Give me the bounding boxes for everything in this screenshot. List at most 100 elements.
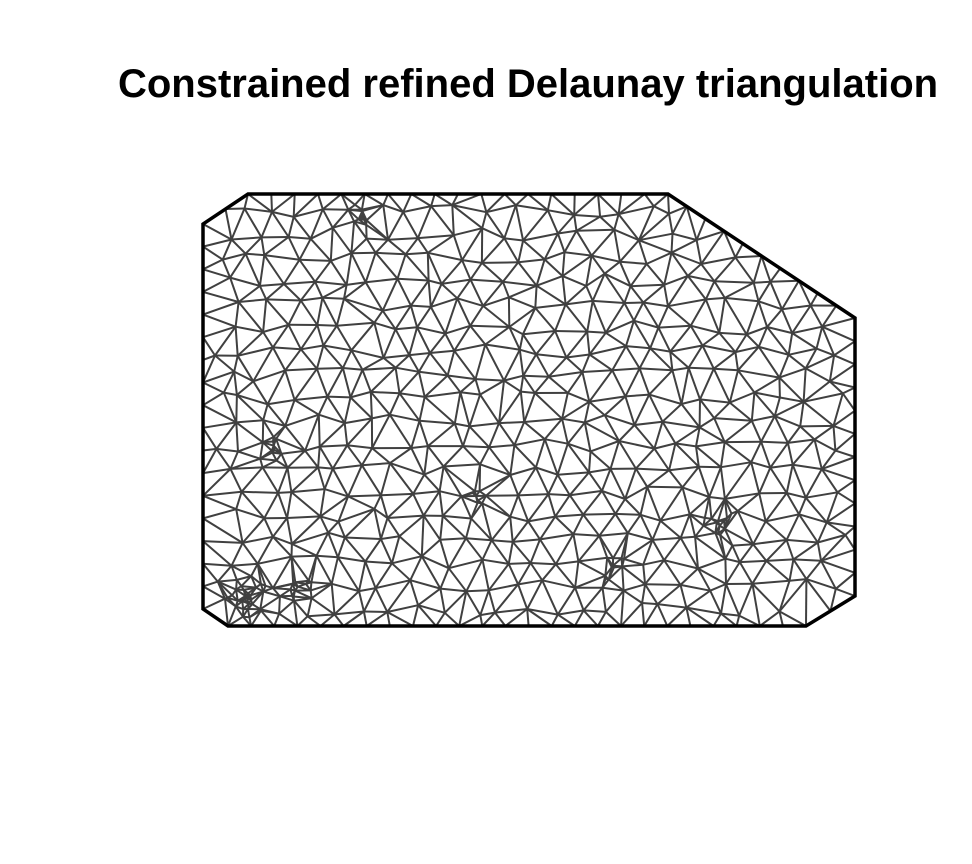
mesh-edge [235, 325, 264, 333]
mesh-edge [362, 366, 396, 371]
mesh-edge [667, 193, 670, 214]
mesh-edge [374, 562, 393, 589]
mesh-edge [764, 492, 788, 522]
mesh-edge [266, 369, 287, 405]
mesh-edge [519, 375, 525, 392]
mesh-edge [809, 292, 819, 306]
mesh-edge [645, 583, 681, 586]
mesh-edge [590, 255, 606, 275]
mesh-edge [769, 281, 783, 310]
mesh-edge [714, 525, 721, 534]
figure-title: Constrained refined Delaunay triangulati… [117, 62, 939, 106]
mesh-edge [813, 439, 823, 470]
mesh-edge [234, 301, 240, 327]
mesh-edge [482, 558, 509, 565]
mesh-edge [222, 252, 246, 261]
mesh-edge [641, 602, 646, 627]
mesh-edge [695, 427, 701, 447]
mesh-edge [494, 611, 507, 627]
mesh-edge [202, 238, 232, 248]
mesh-edge [556, 474, 571, 496]
mesh-edge [346, 444, 363, 466]
mesh-edge [787, 332, 794, 355]
mesh-edge [535, 353, 550, 378]
mesh-edge [488, 446, 512, 476]
mesh-edge [479, 463, 511, 476]
mesh-edge [787, 438, 815, 444]
mesh-edge [305, 580, 310, 585]
mesh-edge [638, 368, 651, 395]
mesh-edge [412, 474, 426, 495]
mesh-edge [561, 392, 569, 420]
mesh-edge [470, 517, 493, 541]
mesh-edge [554, 515, 575, 535]
mesh-edge [738, 561, 754, 585]
mesh-edge [785, 464, 794, 494]
mesh-edge [785, 539, 795, 560]
mesh-edge [821, 325, 856, 343]
mesh-edge [298, 238, 312, 261]
mesh-edge [202, 245, 224, 261]
mesh-edge [340, 193, 356, 206]
mesh-edge [586, 300, 594, 332]
mesh-edge [272, 556, 293, 589]
mesh-edge [514, 205, 525, 241]
mesh-edge [652, 536, 681, 541]
mesh-edge [669, 350, 690, 369]
mesh-edge [737, 510, 767, 523]
mesh-edge [391, 555, 423, 565]
mesh-edge [509, 474, 520, 496]
mesh-edge [604, 395, 627, 416]
mesh-edge [626, 514, 642, 534]
mesh-edge [272, 445, 275, 450]
mesh-edge [314, 260, 332, 283]
mesh-edge [548, 371, 583, 378]
mesh-edge [343, 297, 375, 324]
mesh-edge [202, 563, 219, 583]
mesh-edge [836, 491, 856, 505]
mesh-edge [297, 585, 311, 592]
mesh-edge [442, 445, 464, 468]
mesh-edge [745, 333, 760, 348]
mesh-edge [526, 608, 553, 627]
mesh-edge [481, 227, 505, 240]
mesh-edge [629, 285, 645, 304]
mesh-edge [202, 517, 244, 544]
mesh-edge [720, 461, 752, 469]
mesh-edge [371, 414, 391, 449]
mesh-edge [241, 542, 259, 565]
mesh-edge [699, 398, 715, 419]
mesh-edge [366, 611, 388, 627]
mesh-edge [750, 441, 763, 463]
mesh-edge [663, 284, 669, 307]
mesh-edge [601, 468, 612, 492]
mesh-edge [663, 274, 689, 286]
mesh-edge [821, 326, 836, 356]
mesh-edge [236, 355, 255, 382]
mesh-edge [588, 400, 606, 416]
mesh-edge [440, 283, 458, 300]
mesh-edge [252, 346, 274, 382]
mesh-edge [841, 392, 856, 412]
mesh-edge [236, 394, 268, 406]
mesh-edge [554, 330, 568, 358]
mesh-edge [317, 396, 329, 416]
mesh-edge [699, 368, 715, 400]
mesh-edge [734, 256, 755, 284]
mesh-edge [420, 555, 442, 590]
mesh-edge [765, 513, 800, 523]
mesh-edge [793, 558, 822, 562]
mesh-edge [624, 396, 636, 426]
mesh-edge [820, 450, 837, 470]
mesh-edge [728, 370, 739, 403]
mesh-edge [651, 539, 665, 561]
mesh-edge [371, 447, 391, 464]
mesh-edge [274, 449, 282, 455]
mesh-edge [259, 449, 273, 460]
mesh-edge [821, 317, 856, 328]
mesh-edge [522, 333, 538, 355]
mesh-edge [681, 487, 691, 515]
mesh-edge [637, 205, 655, 241]
mesh-edge [374, 321, 396, 331]
mesh-edge [524, 417, 563, 423]
